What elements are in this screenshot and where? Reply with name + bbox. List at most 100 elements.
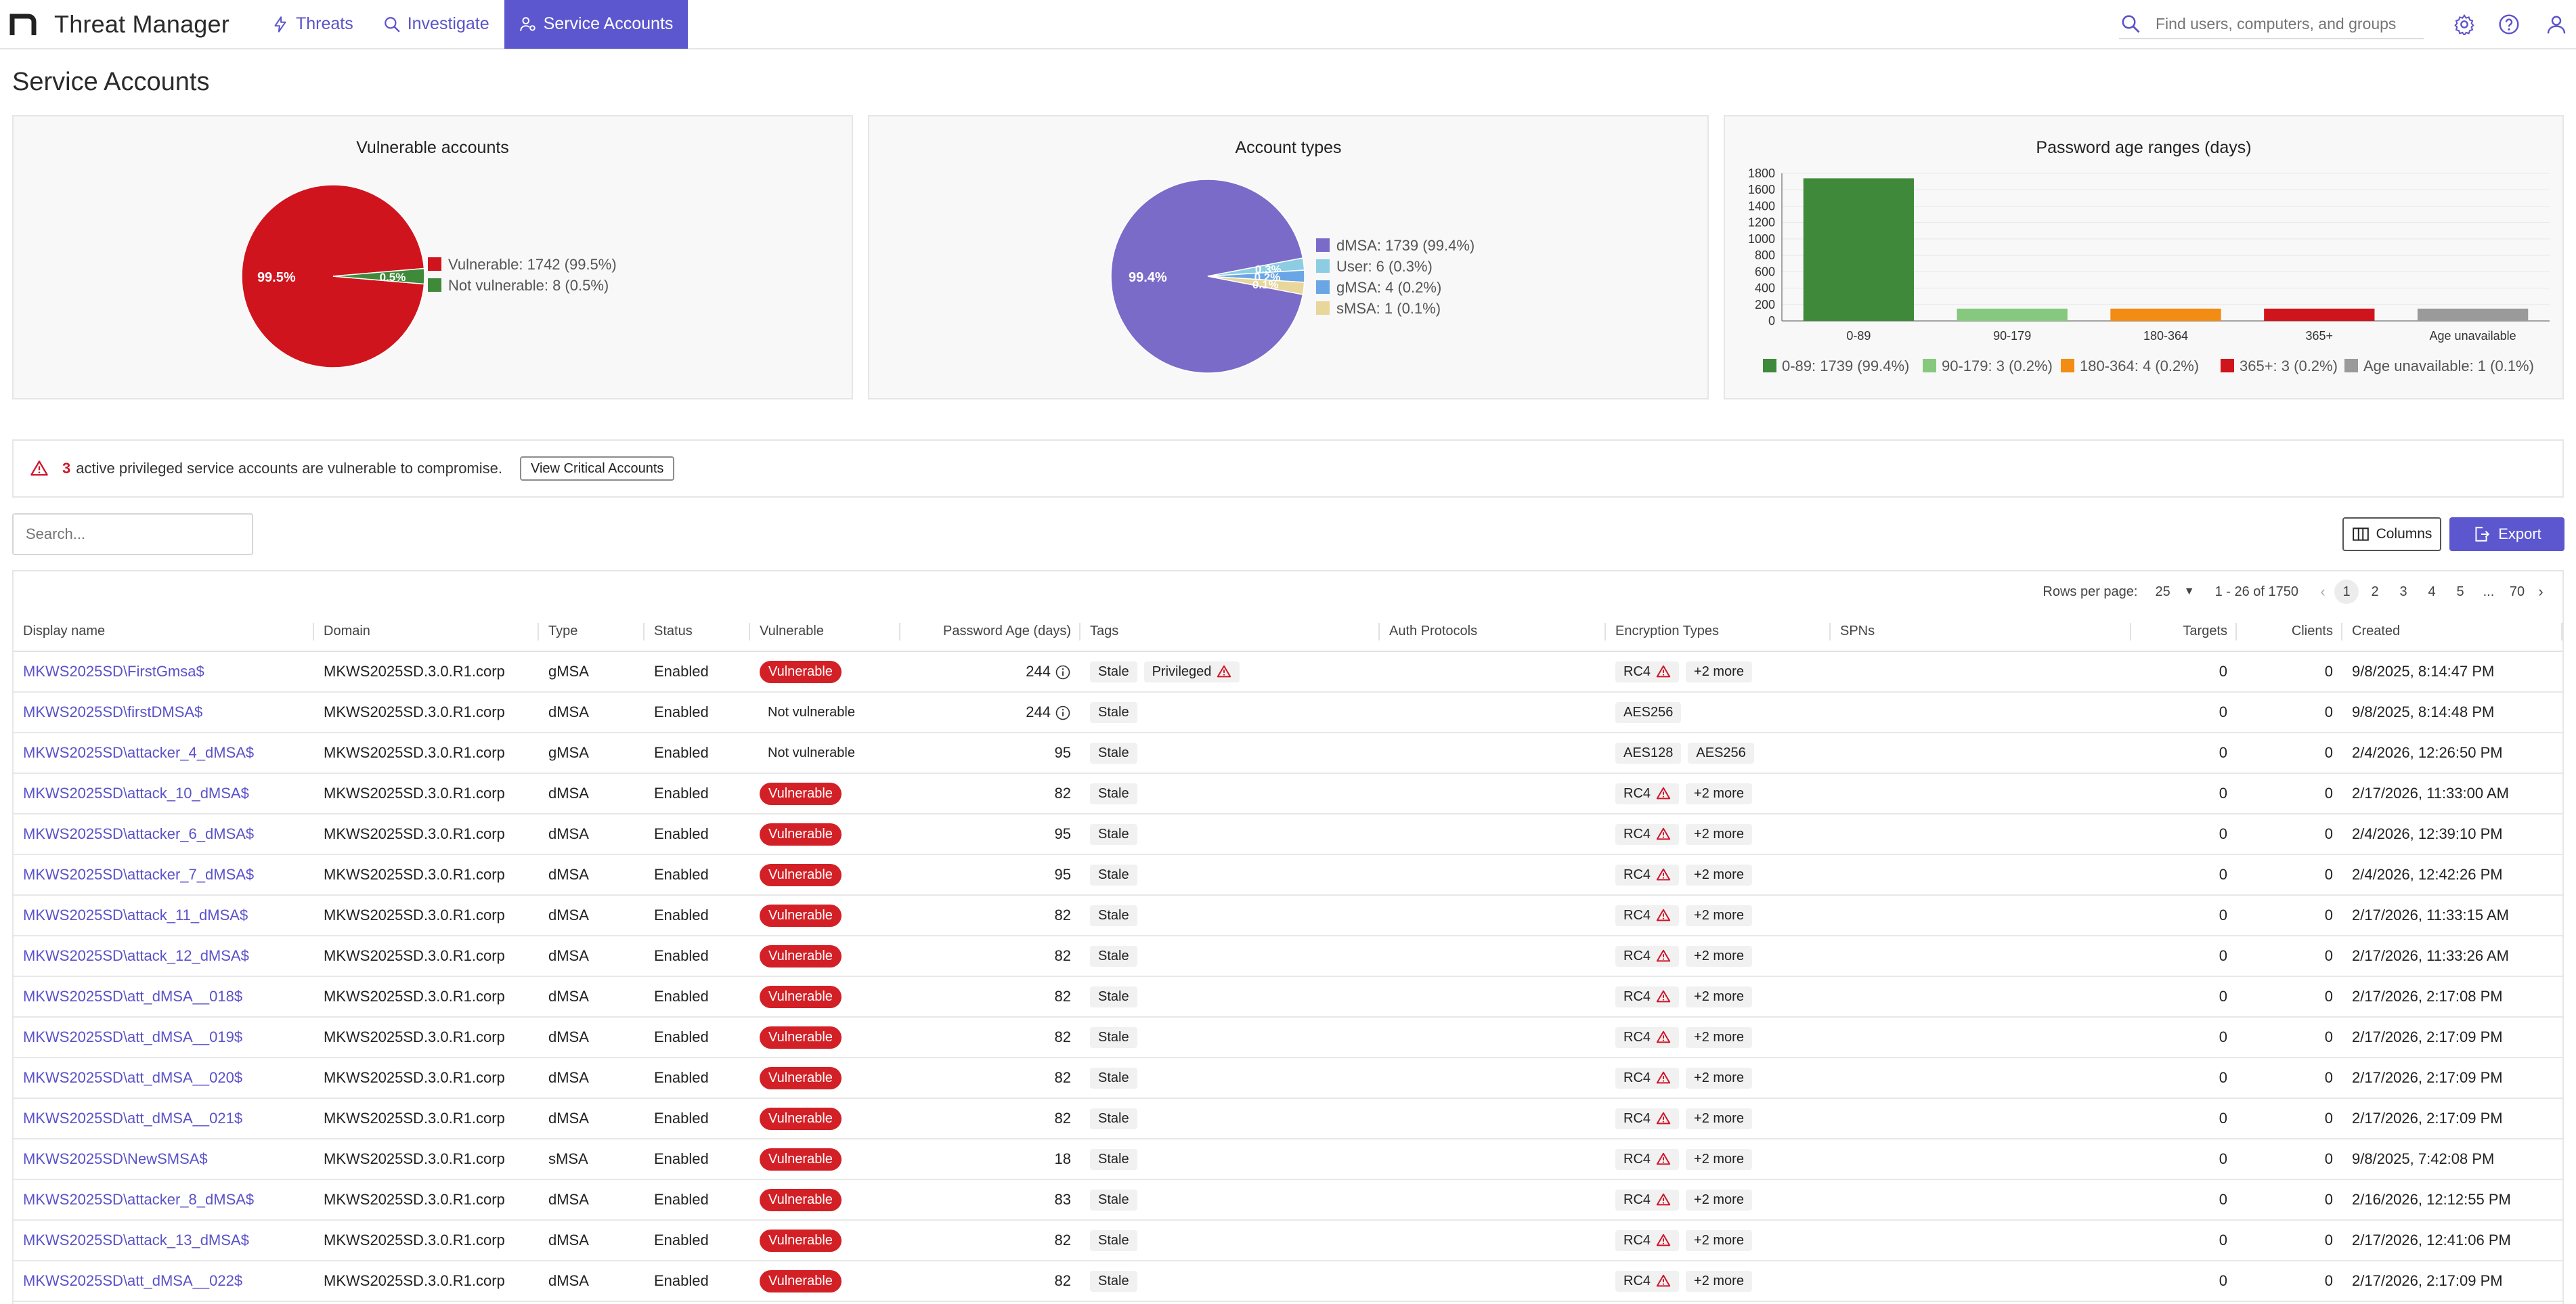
account-link[interactable]: MKWS2025SD\attack_13_dMSA$ — [23, 1232, 249, 1248]
display-name-cell[interactable]: MKWS2025SD\att_dMSA__019$ — [14, 1017, 314, 1058]
help-icon[interactable] — [2498, 14, 2520, 35]
display-name-cell[interactable]: MKWS2025SD\attacker_6_dMSA$ — [14, 814, 314, 855]
account-link[interactable]: MKWS2025SD\att_dMSA__021$ — [23, 1110, 243, 1127]
pie-slice[interactable] — [1110, 179, 1304, 374]
page-button[interactable]: 70 — [2509, 584, 2525, 599]
account-link[interactable]: MKWS2025SD\att_dMSA__020$ — [23, 1069, 243, 1086]
table-row[interactable]: MKWS2025SD\attack_13_dMSA$ MKWS2025SD.3.0… — [14, 1220, 2562, 1261]
more-encryption-button[interactable]: +2 more — [1686, 864, 1752, 886]
table-row[interactable]: MKWS2025SD\attacker_7_dMSA$ MKWS2025SD.3.… — [14, 854, 2562, 896]
account-link[interactable]: MKWS2025SD\att_dMSA__022$ — [23, 1272, 243, 1289]
column-header[interactable]: Vulnerable — [750, 612, 900, 652]
column-header[interactable]: Auth Protocols — [1380, 612, 1606, 652]
display-name-cell[interactable]: MKWS2025SD\attack_11_dMSA$ — [14, 895, 314, 936]
account-link[interactable]: MKWS2025SD\firstDMSA$ — [23, 703, 203, 720]
display-name-cell[interactable]: MKWS2025SD\attack_13_dMSA$ — [14, 1220, 314, 1261]
account-link[interactable]: MKWS2025SD\att_dMSA__019$ — [23, 1028, 243, 1045]
column-header[interactable]: Tags — [1080, 612, 1380, 652]
more-encryption-button[interactable]: +2 more — [1686, 1067, 1752, 1089]
display-name-cell[interactable]: MKWS2025SD\attacker_7_dMSA$ — [14, 854, 314, 896]
global-search-input[interactable] — [2156, 14, 2413, 33]
export-button[interactable]: Export — [2449, 517, 2564, 551]
columns-button[interactable]: Columns — [2342, 517, 2441, 551]
column-header[interactable]: Targets — [2131, 612, 2237, 652]
table-row[interactable]: MKWS2025SD\attacker_4_dMSA$ MKWS2025SD.3.… — [14, 733, 2562, 774]
display-name-cell[interactable]: MKWS2025SD\attack_10_dMSA$ — [14, 773, 314, 814]
more-encryption-button[interactable]: +2 more — [1686, 661, 1752, 682]
more-encryption-button[interactable]: +2 more — [1686, 1026, 1752, 1048]
more-encryption-button[interactable]: +2 more — [1686, 1148, 1752, 1170]
table-row[interactable]: MKWS2025SD\NewSMSA$ MKWS2025SD.3.0.R1.cor… — [14, 1139, 2562, 1180]
display-name-cell[interactable]: MKWS2025SD\firstDMSA$ — [14, 692, 314, 733]
account-link[interactable]: MKWS2025SD\attack_10_dMSA$ — [23, 785, 249, 802]
more-encryption-button[interactable]: +2 more — [1686, 1270, 1752, 1292]
column-header[interactable]: Password Age (days) — [900, 612, 1080, 652]
display-name-cell[interactable]: MKWS2025SD\NewSMSA$ — [14, 1139, 314, 1180]
column-header[interactable]: Domain — [314, 612, 539, 652]
account-link[interactable]: MKWS2025SD\attacker_8_dMSA$ — [23, 1191, 255, 1208]
table-row[interactable]: MKWS2025SD\att_dMSA__018$ MKWS2025SD.3.0.… — [14, 976, 2562, 1018]
account-link[interactable]: MKWS2025SD\attack_11_dMSA$ — [23, 907, 248, 923]
table-row[interactable]: MKWS2025SD\attacker_6_dMSA$ MKWS2025SD.3.… — [14, 814, 2562, 855]
user-icon[interactable] — [2546, 14, 2567, 35]
display-name-cell[interactable]: MKWS2025SD\attack_12_dMSA$ — [14, 936, 314, 977]
more-encryption-button[interactable]: +2 more — [1686, 1230, 1752, 1251]
display-name-cell[interactable]: MKWS2025SD\att_dMSA__020$ — [14, 1058, 314, 1099]
bar[interactable] — [2417, 308, 2529, 321]
display-name-cell[interactable]: MKWS2025SD\attacker_8_dMSA$ — [14, 1179, 314, 1221]
account-link[interactable]: MKWS2025SD\attacker_7_dMSA$ — [23, 866, 255, 883]
more-encryption-button[interactable]: +2 more — [1686, 1189, 1752, 1211]
display-name-cell[interactable]: MKWS2025SD\att_dMSA__022$ — [14, 1261, 314, 1302]
column-header[interactable]: Type — [539, 612, 645, 652]
table-row[interactable]: MKWS2025SD\att_dMSA__022$ MKWS2025SD.3.0.… — [14, 1261, 2562, 1302]
display-name-cell[interactable]: MKWS2025SD\att_dMSA__018$ — [14, 976, 314, 1018]
pie-slice[interactable] — [1207, 276, 1305, 295]
account-link[interactable]: MKWS2025SD\attack_12_dMSA$ — [23, 947, 249, 964]
pie-slice[interactable] — [332, 267, 425, 285]
page-button[interactable]: 5 — [2456, 584, 2464, 599]
account-link[interactable]: MKWS2025SD\att_dMSA__018$ — [23, 988, 243, 1005]
column-header[interactable]: Clients — [2237, 612, 2342, 652]
column-header[interactable]: SPNs — [1831, 612, 2131, 652]
table-row[interactable]: MKWS2025SD\att_dMSA__021$ MKWS2025SD.3.0.… — [14, 1098, 2562, 1139]
rows-per-page-select[interactable]: 25 — [2155, 584, 2170, 599]
page-button[interactable]: 4 — [2428, 584, 2436, 599]
table-row[interactable]: MKWS2025SD\firstDMSA$ MKWS2025SD.3.0.R1.c… — [14, 692, 2562, 733]
more-encryption-button[interactable]: +2 more — [1686, 945, 1752, 967]
global-search[interactable] — [2119, 9, 2424, 39]
page-button[interactable]: 1 — [2334, 580, 2359, 604]
table-row[interactable]: MKWS2025SD\att_dMSA__019$ MKWS2025SD.3.0.… — [14, 1017, 2562, 1058]
prev-page-icon[interactable]: ‹ — [2320, 583, 2326, 600]
more-encryption-button[interactable]: +2 more — [1686, 783, 1752, 804]
table-row[interactable]: MKWS2025SD\attacker_8_dMSA$ MKWS2025SD.3.… — [14, 1179, 2562, 1221]
table-row[interactable]: MKWS2025SD\FirstGmsa$ MKWS2025SD.3.0.R1.c… — [14, 651, 2562, 693]
display-name-cell[interactable]: MKWS2025SD\attacker_4_dMSA$ — [14, 733, 314, 774]
next-page-icon[interactable]: › — [2538, 583, 2544, 600]
info-icon[interactable] — [1055, 705, 1071, 721]
more-encryption-button[interactable]: +2 more — [1686, 905, 1752, 926]
display-name-cell[interactable]: MKWS2025SD\FirstGmsa$ — [14, 651, 314, 693]
bar[interactable] — [1957, 308, 2068, 321]
account-link[interactable]: MKWS2025SD\FirstGmsa$ — [23, 663, 204, 680]
table-row[interactable]: MKWS2025SD\attack_10_dMSA$ MKWS2025SD.3.0… — [14, 773, 2562, 814]
tab-investigate[interactable]: Investigate — [368, 0, 504, 49]
column-header[interactable]: Status — [645, 612, 750, 652]
tab-threats[interactable]: Threats — [257, 0, 368, 49]
settings-icon[interactable] — [2453, 14, 2475, 35]
column-header[interactable]: Encryption Types — [1606, 612, 1831, 652]
table-row[interactable]: MKWS2025SD\attack_12_dMSA$ MKWS2025SD.3.0… — [14, 936, 2562, 977]
table-row[interactable]: MKWS2025SD\att_dMSA__020$ MKWS2025SD.3.0.… — [14, 1058, 2562, 1099]
info-icon[interactable] — [1055, 664, 1071, 680]
pie-slice[interactable] — [241, 184, 425, 368]
table-row[interactable]: MKWS2025SD\attack_11_dMSA$ MKWS2025SD.3.0… — [14, 895, 2562, 936]
bar[interactable] — [2110, 308, 2221, 321]
caret-down-icon[interactable]: ▼ — [2183, 586, 2195, 597]
display-name-cell[interactable]: MKWS2025SD\att_dMSA__021$ — [14, 1098, 314, 1139]
view-critical-accounts-button[interactable]: View Critical Accounts — [520, 456, 675, 481]
account-link[interactable]: MKWS2025SD\NewSMSA$ — [23, 1150, 208, 1167]
tab-service-accounts[interactable]: Service Accounts — [504, 0, 689, 49]
account-link[interactable]: MKWS2025SD\attacker_6_dMSA$ — [23, 825, 255, 842]
account-link[interactable]: MKWS2025SD\attacker_4_dMSA$ — [23, 744, 255, 761]
column-header[interactable]: Display name — [14, 612, 314, 652]
page-button[interactable]: 3 — [2399, 584, 2407, 599]
